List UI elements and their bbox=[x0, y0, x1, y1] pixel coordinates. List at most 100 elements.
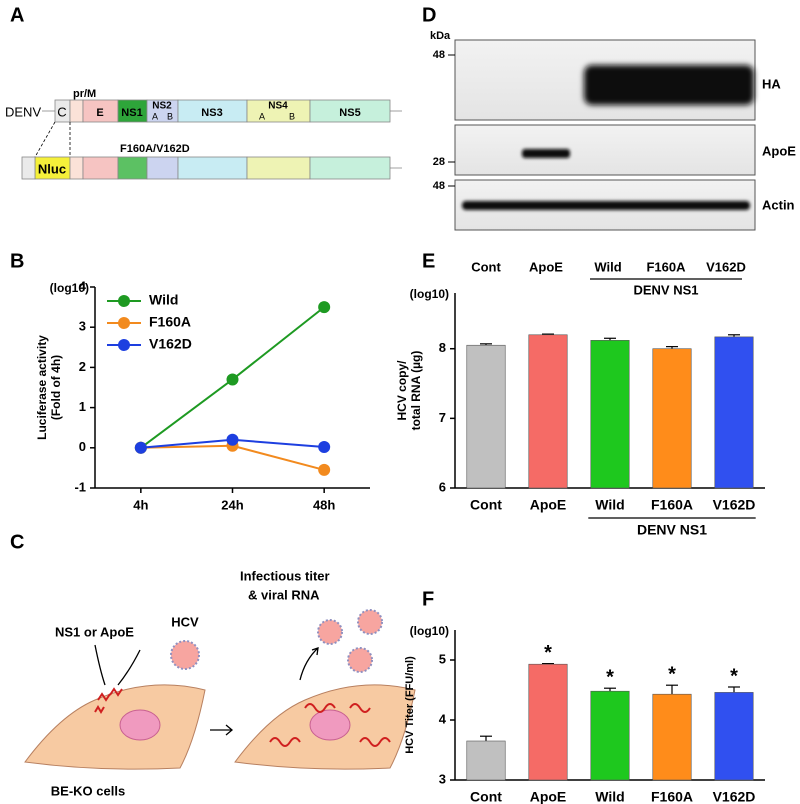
x-tick-label: F160A bbox=[651, 497, 693, 513]
significance-label: * bbox=[668, 663, 676, 685]
genome-segment: NS5 bbox=[339, 107, 360, 119]
genome-subsegment: A bbox=[259, 111, 265, 121]
point bbox=[318, 463, 331, 476]
x-tick-label: V162D bbox=[713, 497, 756, 513]
genome-segment: NS2 bbox=[152, 101, 172, 112]
y-tick-label: 8 bbox=[439, 340, 446, 355]
y-tick-label: 7 bbox=[439, 410, 446, 425]
lane-group-label: DENV NS1 bbox=[633, 282, 698, 297]
y-axis-label: total RNA (µg) bbox=[409, 351, 423, 431]
lane-label: Wild bbox=[594, 259, 621, 274]
genome-subsegment: B bbox=[289, 111, 295, 121]
blot-band-label: HA bbox=[762, 76, 781, 91]
y-tick-label: 5 bbox=[439, 651, 446, 666]
group-label: DENV NS1 bbox=[637, 522, 707, 538]
legend-swatch bbox=[118, 295, 130, 307]
y-tick-label: 4 bbox=[439, 711, 447, 726]
y-unit: (log10) bbox=[410, 624, 449, 638]
western-blot bbox=[448, 39, 756, 280]
y-unit: (log10) bbox=[50, 281, 89, 295]
bar bbox=[528, 663, 568, 781]
blot-marker: 28 bbox=[433, 156, 445, 168]
panel-label: C bbox=[10, 531, 24, 553]
bar bbox=[466, 344, 506, 489]
y-unit: (log10) bbox=[410, 287, 449, 301]
x-tick-label: ApoE bbox=[530, 497, 567, 513]
blot-unit: kDa bbox=[430, 30, 451, 42]
bar bbox=[652, 348, 692, 489]
reporter-label: Nluc bbox=[38, 161, 66, 176]
bar bbox=[528, 334, 568, 489]
genome-segment: NS3 bbox=[201, 107, 222, 119]
legend-label: Wild bbox=[149, 292, 178, 308]
lane-label: V162D bbox=[706, 259, 746, 274]
point bbox=[318, 440, 331, 453]
blot-band-label: Actin bbox=[762, 197, 795, 212]
genome-label: pr/M bbox=[73, 88, 96, 100]
schematic bbox=[24, 609, 416, 770]
y-tick-label: 1 bbox=[79, 399, 86, 414]
lane-label: F160A bbox=[646, 259, 686, 274]
mutation-label: F160A/V162D bbox=[120, 143, 190, 155]
genome-diagram bbox=[21, 99, 402, 180]
y-tick-label: 4 bbox=[79, 278, 87, 293]
x-tick-label: 4h bbox=[133, 497, 148, 512]
x-tick-label: Cont bbox=[470, 497, 502, 513]
y-axis-label: HCV copy/ bbox=[395, 360, 409, 421]
y-axis-label: (Fold of 4h) bbox=[49, 355, 63, 420]
genome-segment: NS4 bbox=[268, 101, 288, 112]
lane-label: Cont bbox=[471, 259, 501, 274]
panel-label: B bbox=[10, 250, 24, 272]
y-tick-label: 3 bbox=[439, 771, 446, 786]
x-tick-label: Wild bbox=[595, 789, 624, 804]
bar bbox=[714, 692, 754, 781]
schematic-label: HCV bbox=[171, 614, 199, 629]
bar bbox=[590, 340, 630, 489]
legend-label: V162D bbox=[149, 336, 192, 352]
legend-swatch bbox=[118, 317, 130, 329]
genome-segment: C bbox=[57, 104, 66, 119]
legend-label: F160A bbox=[149, 314, 191, 330]
bar bbox=[590, 690, 630, 781]
panel-label: E bbox=[422, 250, 435, 272]
genome-subsegment: A bbox=[152, 111, 158, 121]
schematic-label: BE-KO cells bbox=[51, 783, 125, 798]
x-tick-label: 24h bbox=[221, 497, 243, 512]
y-tick-label: 2 bbox=[79, 359, 86, 374]
significance-label: * bbox=[730, 665, 738, 687]
significance-label: * bbox=[606, 666, 614, 688]
schematic-label: NS1 or ApoE bbox=[55, 624, 134, 639]
y-tick-label: -1 bbox=[74, 479, 86, 494]
bar bbox=[714, 336, 754, 489]
schematic-label: Infectious titer bbox=[240, 568, 330, 583]
x-tick-label: Cont bbox=[470, 789, 502, 804]
point bbox=[226, 373, 239, 386]
y-tick-label: 0 bbox=[79, 439, 86, 454]
y-tick-label: 6 bbox=[439, 479, 446, 494]
point bbox=[226, 433, 239, 446]
panel-label: A bbox=[10, 4, 24, 26]
point bbox=[318, 301, 331, 314]
y-tick-label: 3 bbox=[79, 319, 86, 334]
genome-name: DENV bbox=[5, 104, 41, 119]
y-axis-label: Luciferase activity bbox=[35, 335, 49, 440]
x-tick-label: ApoE bbox=[530, 789, 567, 804]
schematic-label: & viral RNA bbox=[248, 587, 320, 602]
legend-swatch bbox=[118, 339, 130, 351]
bar bbox=[652, 693, 692, 781]
significance-label: * bbox=[544, 642, 552, 664]
lane-label: ApoE bbox=[529, 259, 563, 274]
x-tick-label: Wild bbox=[595, 497, 624, 513]
panel-label: D bbox=[422, 4, 436, 26]
panel-label: F bbox=[422, 588, 434, 610]
blot-marker: 48 bbox=[433, 180, 445, 192]
blot-band-label: ApoE bbox=[762, 143, 796, 158]
genome-subsegment: B bbox=[167, 111, 173, 121]
genome-segment: NS1 bbox=[121, 107, 142, 119]
blot-marker: 48 bbox=[433, 49, 445, 61]
x-tick-label: V162D bbox=[713, 789, 756, 804]
bar bbox=[466, 740, 506, 781]
x-tick-label: F160A bbox=[651, 789, 693, 804]
point bbox=[134, 441, 147, 454]
